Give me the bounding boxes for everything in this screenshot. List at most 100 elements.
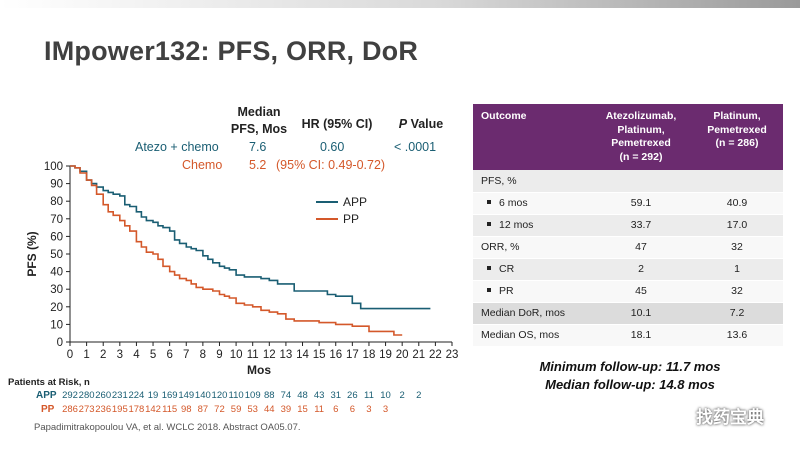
risk-value-pp: 87 — [197, 404, 209, 415]
table-header-line: Pemetrexed — [707, 123, 767, 136]
risk-label-pp: PP — [41, 404, 55, 415]
bullet-icon — [487, 200, 491, 205]
x-tick-label-13: 13 — [280, 349, 293, 361]
y-tick-label-50: 50 — [50, 249, 63, 261]
risk-value-app: 292 — [62, 390, 78, 401]
risk-value-app: 169 — [161, 390, 178, 401]
table-cell-atezo: 45 — [591, 280, 691, 303]
risk-value-app: 26 — [347, 390, 358, 401]
risk-value-pp: 6 — [333, 404, 339, 415]
x-tick-label-10: 10 — [230, 349, 243, 361]
wechat-icon — [664, 405, 690, 425]
bullet-icon — [487, 266, 491, 271]
risk-value-app: 109 — [244, 390, 261, 401]
stats-header-median-line1: Median — [237, 105, 281, 119]
risk-value-pp: 142 — [145, 404, 161, 415]
risk-value-pp: 6 — [349, 404, 355, 415]
risk-value-app: 120 — [211, 390, 228, 401]
table-cell-atezo: 33.7 — [591, 214, 691, 237]
risk-value-pp: 3 — [366, 404, 372, 415]
risk-value-pp: 236 — [95, 404, 112, 415]
risk-value-app: 88 — [264, 390, 275, 401]
y-tick-label-10: 10 — [50, 319, 63, 331]
x-tick-label-22: 22 — [429, 349, 442, 361]
risk-value-app: 2 — [399, 390, 405, 401]
risk-value-app: 43 — [313, 390, 325, 401]
risk-value-app: 280 — [78, 390, 95, 401]
table-cell-label-text: Median OS, mos — [481, 329, 560, 341]
chemo-label: Chemo — [182, 158, 223, 172]
table-row: Median DoR, mos 10.1 7.2 — [473, 302, 783, 325]
chart-series — [70, 165, 431, 336]
risk-value-pp: 53 — [247, 404, 258, 415]
table-row: 6 mos 59.1 40.9 — [473, 192, 783, 215]
x-tick-label-20: 20 — [396, 349, 409, 361]
bullet-icon — [487, 222, 491, 227]
x-tick-label-16: 16 — [329, 349, 342, 361]
table-row: CR 2 1 — [473, 258, 783, 281]
th-outcome: Outcome — [473, 104, 591, 170]
table-cell-label-text: ORR, % — [481, 241, 520, 253]
y-axis-label: PFS (%) — [25, 231, 39, 276]
chemo-median: 5.2 — [249, 158, 267, 172]
stats-header-p-rest: Value — [407, 117, 444, 131]
risk-value-pp: 72 — [214, 404, 225, 415]
stats-header-hr: HR (95% CI) — [301, 117, 373, 131]
risk-value-pp: 273 — [78, 404, 95, 415]
table-cell-atezo: 59.1 — [591, 192, 691, 215]
risk-value-app: 10 — [380, 390, 391, 401]
table-header-line: (n = 286) — [715, 137, 759, 149]
y-tick-label-20: 20 — [50, 302, 63, 314]
outcome-table-header: Outcome Atezolizumab, Platinum, Pemetrexed… — [473, 104, 783, 170]
risk-value-app: 110 — [228, 390, 244, 401]
x-tick-label-23: 23 — [446, 349, 459, 361]
th-atezo: Atezolizumab, Platinum, Pemetrexed (n = 292… — [591, 104, 691, 170]
table-cell-label-text: PR — [499, 285, 514, 297]
risk-value-app: 140 — [194, 390, 211, 401]
risk-value-app: 260 — [95, 390, 112, 401]
x-tick-label-14: 14 — [296, 349, 309, 361]
table-header-line: Atezolizumab, — [605, 110, 677, 122]
table-row: ORR, % 47 32 — [473, 236, 783, 259]
x-tick-label-21: 21 — [412, 349, 425, 361]
table-cell-label-text: Median DoR, mos — [481, 307, 566, 319]
chemo-ci: (95% CI: 0.49-0.72) — [276, 158, 386, 172]
y-tick-label-60: 60 — [50, 231, 63, 243]
x-tick-label-7: 7 — [183, 349, 189, 361]
risk-value-pp: 15 — [297, 404, 308, 415]
x-tick-label-1: 1 — [83, 349, 89, 361]
table-cell-label: PR — [473, 280, 591, 303]
table-cell-atezo — [591, 170, 691, 193]
table-cell-platinum: 32 — [691, 280, 783, 303]
page-title: IMpower132: PFS, ORR, DoR — [44, 36, 419, 66]
stats-header-p: P Value — [388, 116, 454, 133]
table-cell-label: ORR, % — [473, 236, 591, 259]
x-tick-label-17: 17 — [346, 349, 359, 361]
x-axis-label: Mos — [247, 363, 271, 377]
table-cell-platinum: 7.2 — [691, 302, 783, 325]
atezo-label: Atezo + chemo — [135, 140, 219, 154]
table-cell-platinum: 17.0 — [691, 214, 783, 237]
risk-value-pp: 11 — [314, 404, 325, 415]
risk-value-pp: 286 — [62, 404, 78, 415]
table-cell-label: PFS, % — [473, 170, 591, 193]
risk-value-pp: 115 — [162, 404, 178, 415]
risk-value-app: 19 — [147, 390, 159, 401]
table-cell-label: CR — [473, 258, 591, 281]
risk-value-app: 231 — [111, 390, 128, 401]
x-tick-label-6: 6 — [166, 349, 172, 361]
table-cell-atezo: 47 — [591, 236, 691, 259]
legend-label-pp: PP — [343, 212, 359, 226]
table-header-line: Pemetrexed — [611, 137, 671, 149]
table-cell-platinum: 1 — [691, 258, 783, 281]
table-header-line: (n = 292) — [619, 150, 663, 163]
series-line-app — [70, 165, 431, 310]
series-line-pp — [70, 165, 403, 336]
y-tick-label-90: 90 — [50, 179, 63, 191]
y-tick-label-40: 40 — [50, 267, 63, 279]
table-cell-atezo: 2 — [591, 258, 691, 281]
x-tick-label-18: 18 — [363, 349, 376, 361]
risk-value-app: 224 — [128, 390, 145, 401]
